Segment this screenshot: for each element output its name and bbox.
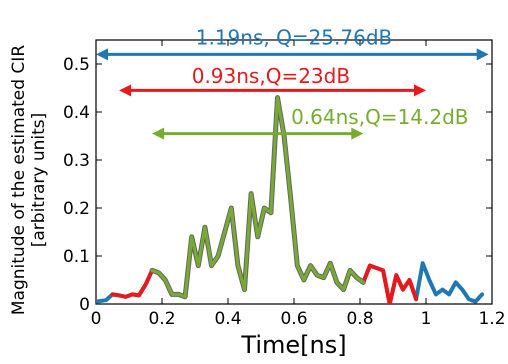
series-group — [96, 95, 485, 304]
x-tick-label: 0.8 — [346, 309, 373, 329]
x-tick-label: 0 — [91, 309, 102, 329]
x-tick-label: 0.4 — [214, 309, 241, 329]
y-tick-label: 0.1 — [63, 247, 90, 267]
series-2-line — [150, 96, 365, 299]
annotation-0-arrow-head-right — [476, 48, 489, 61]
x-tick-label: 1 — [421, 309, 432, 329]
annotation-1-label: 0.93ns,Q=23dB — [192, 64, 350, 88]
x-tick-label: 0.2 — [148, 309, 175, 329]
annotation-0-label: 1.19ns, Q=25.76dB — [196, 26, 393, 50]
y-axis-title-line: [arbitrary units] — [29, 113, 49, 248]
y-tick-label: 0.5 — [63, 55, 90, 75]
y-tick-label: 0 — [79, 295, 90, 315]
y-tick-label: 0.3 — [63, 151, 90, 171]
annotation-0-arrow-head-left — [96, 48, 108, 61]
x-tick-label: 1.2 — [478, 309, 505, 329]
y-tick-label: 0.4 — [63, 103, 90, 123]
x-axis-title: Time[ns] — [240, 331, 346, 359]
annotation-1-arrow-head-right — [414, 84, 426, 97]
annotation-1-arrow-head-left — [119, 84, 132, 97]
x-tick-label: 0.6 — [280, 309, 307, 329]
y-axis-title-line: Magnitude of the estimated CIR — [9, 45, 29, 315]
y-tick-label: 0.2 — [63, 199, 90, 219]
annotation-2-arrow-head-right — [351, 127, 364, 140]
annotation-2-label: 0.64ns,Q=14.2dB — [291, 105, 468, 129]
annotation-2-arrow-head-left — [152, 127, 165, 140]
